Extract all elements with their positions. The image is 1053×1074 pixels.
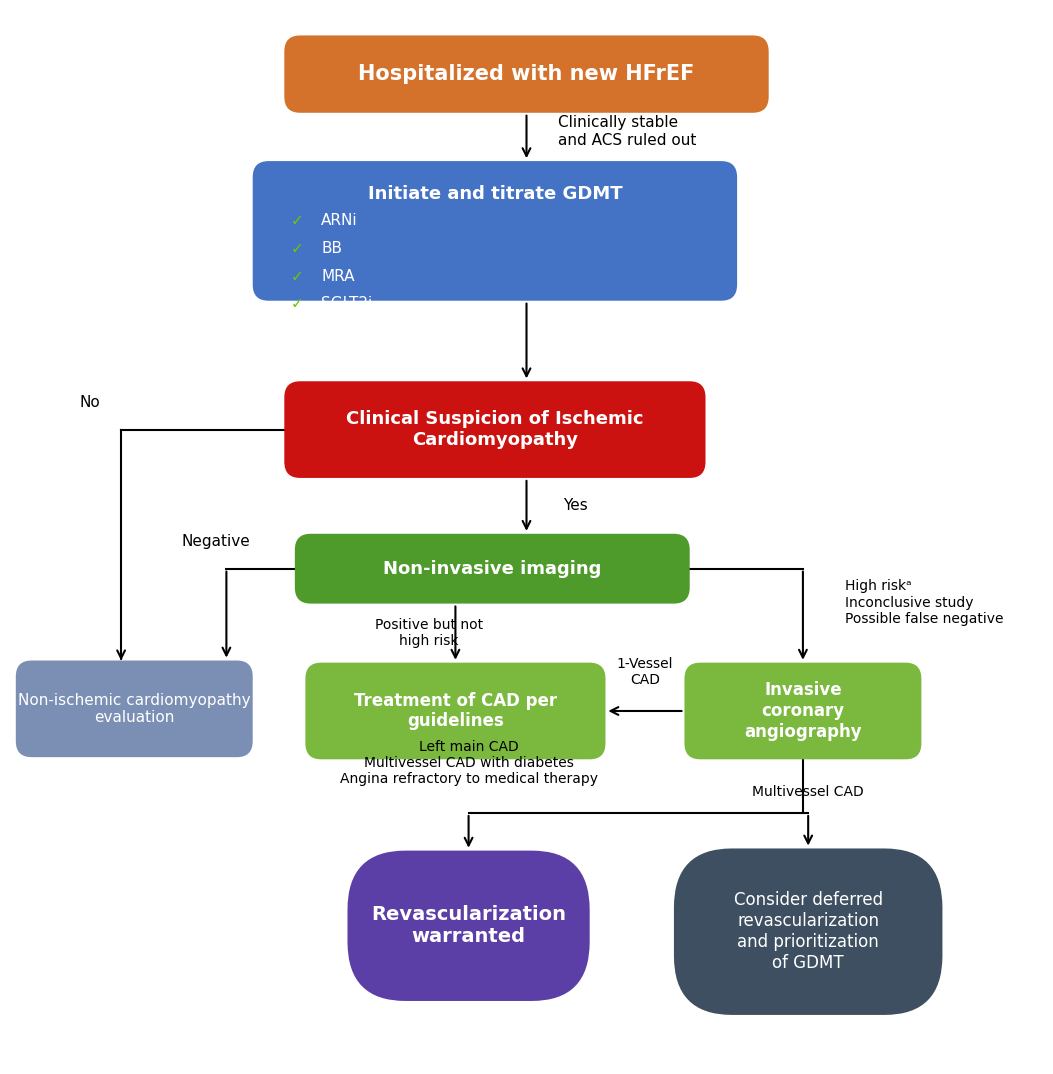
Text: Non-ischemic cardiomyopathy
evaluation: Non-ischemic cardiomyopathy evaluation <box>18 693 251 725</box>
Text: Revascularization
warranted: Revascularization warranted <box>371 905 567 946</box>
Text: Consider deferred
revascularization
and prioritization
of GDMT: Consider deferred revascularization and … <box>734 891 882 972</box>
FancyBboxPatch shape <box>684 663 921 759</box>
Text: BB: BB <box>321 241 342 256</box>
FancyBboxPatch shape <box>16 661 253 757</box>
Text: Non-invasive imaging: Non-invasive imaging <box>383 560 601 578</box>
Text: Positive but not
high risk: Positive but not high risk <box>375 618 483 649</box>
Text: High riskᵃ
Inconclusive study
Possible false negative: High riskᵃ Inconclusive study Possible f… <box>846 580 1004 626</box>
Text: ✓: ✓ <box>291 213 303 228</box>
Text: Negative: Negative <box>181 535 251 549</box>
Text: Clinical Suspicion of Ischemic
Cardiomyopathy: Clinical Suspicion of Ischemic Cardiomyo… <box>346 410 643 449</box>
Text: Multivessel CAD: Multivessel CAD <box>752 785 865 799</box>
FancyBboxPatch shape <box>284 35 769 113</box>
Text: Hospitalized with new HFrEF: Hospitalized with new HFrEF <box>358 64 695 84</box>
Text: Invasive
coronary
angiography: Invasive coronary angiography <box>744 681 861 741</box>
Text: Yes: Yes <box>563 498 589 513</box>
Text: Clinically stable
and ACS ruled out: Clinically stable and ACS ruled out <box>558 115 696 148</box>
Text: 1-Vessel
CAD: 1-Vessel CAD <box>617 657 673 687</box>
Text: ✓: ✓ <box>291 241 303 256</box>
Text: Initiate and titrate GDMT: Initiate and titrate GDMT <box>367 185 622 203</box>
FancyBboxPatch shape <box>295 534 690 604</box>
Text: No: No <box>79 395 100 410</box>
Text: SGLT2i: SGLT2i <box>321 296 373 311</box>
Text: ARNi: ARNi <box>321 213 358 228</box>
FancyBboxPatch shape <box>284 381 706 478</box>
Text: ✓: ✓ <box>291 268 303 284</box>
Text: Left main CAD
Multivessel CAD with diabetes
Angina refractory to medical therapy: Left main CAD Multivessel CAD with diabe… <box>339 740 598 786</box>
Text: ✓: ✓ <box>291 296 303 311</box>
FancyBboxPatch shape <box>674 848 942 1015</box>
Text: MRA: MRA <box>321 268 355 284</box>
FancyBboxPatch shape <box>305 663 605 759</box>
Text: Treatment of CAD per
guidelines: Treatment of CAD per guidelines <box>354 692 557 730</box>
FancyBboxPatch shape <box>347 851 590 1001</box>
FancyBboxPatch shape <box>253 161 737 301</box>
